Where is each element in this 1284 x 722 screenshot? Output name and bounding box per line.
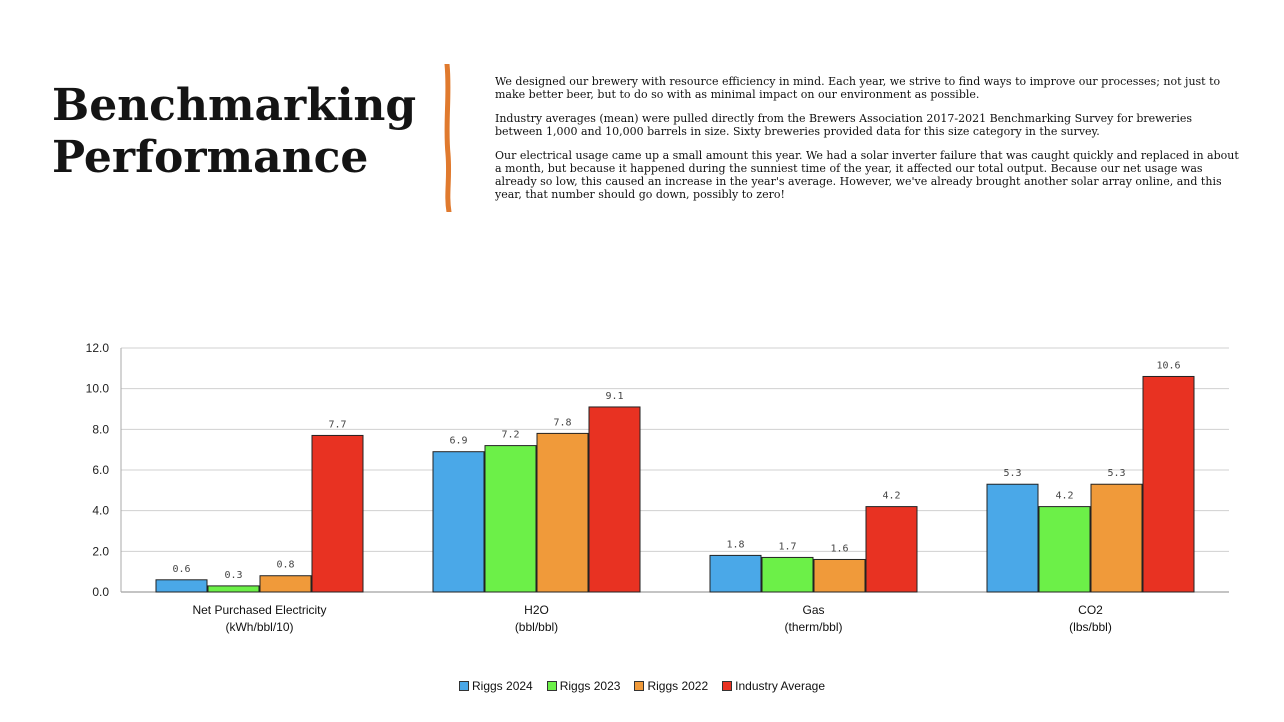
x-tick-unit-label: (therm/bbl) [784,620,842,634]
data-label: 6.9 [449,436,467,447]
y-tick-label: 10.0 [86,382,110,396]
chart-legend: Riggs 2024 Riggs 2023 Riggs 2022 Industry A… [0,679,1284,693]
bar [311,434,364,593]
data-label: 1.8 [726,539,744,550]
bar [986,483,1039,593]
x-tick-label: H2O [524,603,549,617]
legend-label: Riggs 2023 [559,679,621,693]
x-tick-label: Gas [802,603,824,617]
bar [207,585,260,593]
y-tick-label: 4.0 [92,504,109,518]
data-label: 10.6 [1156,360,1180,371]
paragraph-industry: Industry averages (mean) were pulled dir… [495,112,1192,138]
legend-item: Riggs 2022 [634,679,708,693]
y-tick-label: 6.0 [92,463,109,477]
x-tick-unit-label: (bbl/bbl) [515,620,558,634]
bar [761,556,814,593]
bar [1038,506,1091,593]
y-tick-label: 0.0 [92,585,109,599]
data-label: 0.8 [276,560,294,571]
bar [536,432,589,593]
data-label: 7.7 [328,419,346,430]
y-tick-label: 8.0 [92,422,109,436]
x-tick-unit-label: (lbs/bbl) [1069,620,1112,634]
x-tick-label: CO2 [1078,603,1103,617]
data-label: 9.1 [605,391,623,402]
bar [155,579,208,593]
title-line-2: Performance [52,132,369,183]
accent-stroke [444,64,452,212]
bar [484,445,537,593]
title-line-1: Benchmarking [52,80,417,131]
bar [1090,483,1143,593]
legend-swatch [459,681,469,691]
bar [709,554,762,593]
data-label: 1.7 [778,541,796,552]
y-tick-label: 12.0 [86,341,110,355]
paragraph-intro: We designed our brewery with resource ef… [495,75,1221,101]
data-label: 5.3 [1003,468,1021,479]
data-label: 0.3 [224,570,242,581]
data-label: 1.6 [830,543,848,554]
data-label: 7.2 [501,430,519,441]
bar [813,558,866,593]
page-title: Benchmarking Performance [52,80,432,184]
legend-swatch [634,681,645,691]
description: We designed our brewery with resource ef… [495,75,1240,212]
x-tick-unit-label: (kWh/bbl/10) [225,620,293,634]
benchmark-bar-chart: 0.0 2.0 4.0 6.0 8.0 10.0 12.0 0.6 0.3 0.8 7.7 Net P… [86,341,1229,634]
legend-label: Industry Average [735,679,825,693]
bar [432,451,485,593]
legend-label: Riggs 2024 [472,679,533,693]
x-tick-label: Net Purchased Electricity [192,603,326,617]
legend-item: Riggs 2023 [546,679,621,693]
bar [865,506,918,593]
bar [259,575,312,593]
legend-swatch [722,681,733,691]
data-label: 7.8 [553,417,571,428]
legend-item: Riggs 2024 [459,679,533,693]
data-label: 0.6 [172,564,190,575]
data-label: 4.2 [882,491,900,502]
legend-label: Riggs 2022 [647,679,709,693]
legend-swatch [546,681,557,691]
accent-divider [444,64,452,212]
bar [588,406,641,593]
data-label: 5.3 [1107,468,1125,479]
legend-item: Industry Average [722,679,825,693]
data-label: 4.2 [1055,491,1073,502]
paragraph-electrical: Our electrical usage came up a small amo… [495,149,1239,201]
bar [1142,375,1195,593]
y-tick-label: 2.0 [92,544,109,558]
